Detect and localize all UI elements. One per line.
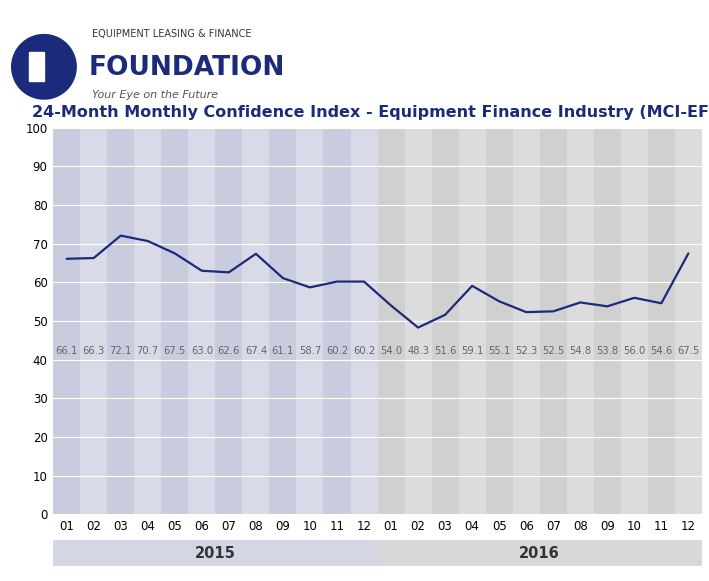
Bar (459, 128, 486, 514)
Text: 51.6: 51.6 (434, 346, 457, 356)
Bar (162, 128, 189, 514)
Bar (350, 128, 377, 514)
Text: 2015: 2015 (195, 546, 236, 561)
Text: 55.1: 55.1 (488, 346, 510, 356)
Bar (566, 128, 594, 514)
Text: 72.1: 72.1 (110, 346, 132, 356)
Bar (513, 128, 540, 514)
Bar (53, 128, 80, 514)
Polygon shape (12, 35, 76, 99)
Text: 48.3: 48.3 (407, 346, 429, 356)
Text: 61.1: 61.1 (272, 346, 294, 356)
Bar (405, 128, 432, 514)
Bar (486, 128, 513, 514)
Text: 66.1: 66.1 (55, 346, 78, 356)
Text: 52.3: 52.3 (515, 346, 537, 356)
Bar (540, 128, 566, 514)
Text: 67.4: 67.4 (245, 346, 267, 356)
Text: 60.2: 60.2 (326, 346, 348, 356)
Text: 63.0: 63.0 (191, 346, 213, 356)
Bar (323, 128, 350, 514)
Text: 2016: 2016 (520, 546, 560, 561)
Text: EQUIPMENT LEASING & FINANCE: EQUIPMENT LEASING & FINANCE (92, 29, 252, 39)
Text: 54.8: 54.8 (569, 346, 591, 356)
Bar (80, 128, 107, 514)
Bar (134, 128, 162, 514)
Text: 70.7: 70.7 (137, 346, 159, 356)
Bar (648, 128, 675, 514)
Bar (216, 128, 242, 514)
Bar (675, 128, 702, 514)
Text: 52.5: 52.5 (542, 346, 564, 356)
Text: 67.5: 67.5 (677, 346, 700, 356)
Title: 24-Month Monthly Confidence Index - Equipment Finance Industry (MCI-EFI): 24-Month Monthly Confidence Index - Equi… (33, 105, 709, 120)
Text: 58.7: 58.7 (298, 346, 321, 356)
Text: Your Eye on the Future: Your Eye on the Future (92, 90, 218, 100)
Bar (432, 128, 459, 514)
Bar (269, 128, 296, 514)
Text: 56.0: 56.0 (623, 346, 645, 356)
Text: 59.1: 59.1 (461, 346, 484, 356)
Text: 67.5: 67.5 (164, 346, 186, 356)
Text: FOUNDATION: FOUNDATION (89, 55, 285, 81)
Bar (621, 128, 648, 514)
Text: 62.6: 62.6 (218, 346, 240, 356)
Bar (296, 128, 323, 514)
Bar (594, 128, 621, 514)
Text: 60.2: 60.2 (353, 346, 375, 356)
Text: 53.8: 53.8 (596, 346, 618, 356)
Text: 66.3: 66.3 (82, 346, 105, 356)
Bar (242, 128, 269, 514)
Bar (377, 128, 405, 514)
Bar (189, 128, 216, 514)
Text: 54.0: 54.0 (380, 346, 402, 356)
Bar (107, 128, 134, 514)
Polygon shape (30, 52, 44, 81)
Polygon shape (13, 67, 75, 98)
Text: 54.6: 54.6 (650, 346, 673, 356)
